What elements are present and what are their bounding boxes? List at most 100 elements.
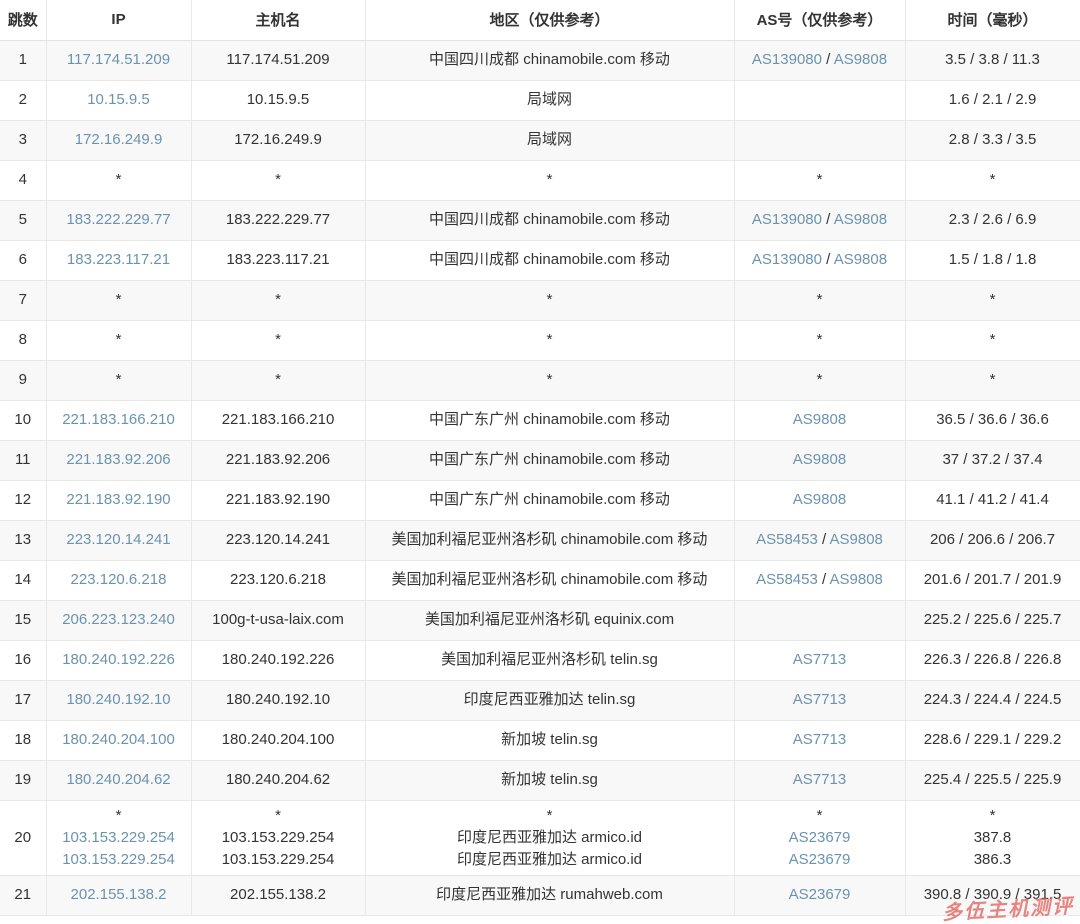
hop-cell: 13 bbox=[0, 520, 47, 561]
column-header-as: AS号（仅供参考） bbox=[734, 0, 906, 41]
as-link[interactable]: AS7713 bbox=[792, 651, 847, 668]
ip-cell: * bbox=[46, 360, 192, 401]
as-cell: * bbox=[734, 280, 906, 321]
ip-link[interactable]: 180.240.204.62 bbox=[66, 771, 171, 788]
ip-link[interactable]: 223.120.6.218 bbox=[70, 571, 167, 588]
hop-cell: 3 bbox=[0, 120, 47, 161]
time-cell: 225.4 / 225.5 / 225.9 bbox=[905, 760, 1080, 801]
hop-cell: 6 bbox=[0, 240, 47, 281]
ip-link[interactable]: 103.153.229.254 bbox=[62, 850, 175, 868]
hop-cell: 20 bbox=[0, 800, 47, 876]
time-cell: 3.5 / 3.8 / 11.3 bbox=[905, 40, 1080, 81]
table-row: 5 183.222.229.77 183.222.229.77 中国四川成都 chin… bbox=[0, 200, 1080, 241]
as-link[interactable]: AS9808 bbox=[792, 411, 847, 428]
ip-cell: 180.240.192.10 bbox=[46, 680, 192, 721]
host-cell: * bbox=[191, 160, 366, 201]
ip-link[interactable]: 206.223.123.240 bbox=[62, 611, 175, 628]
host-cell: 223.120.14.241 bbox=[191, 520, 366, 561]
ip-link[interactable]: 221.183.92.206 bbox=[66, 451, 171, 468]
region-cell: 印度尼西亚雅加达 telin.sg bbox=[365, 680, 735, 721]
table-row: 17 180.240.192.10 180.240.192.10 印度尼西亚雅加达 t… bbox=[0, 680, 1080, 721]
ip-link[interactable]: 10.15.9.5 bbox=[87, 91, 150, 108]
as-link[interactable]: AS9808 bbox=[833, 211, 888, 228]
time-cell: 201.6 / 201.7 / 201.9 bbox=[905, 560, 1080, 601]
as-link[interactable]: AS9808 bbox=[829, 531, 883, 548]
as-separator: / bbox=[822, 211, 834, 228]
as-link[interactable]: AS7713 bbox=[792, 731, 847, 748]
as-separator: / bbox=[817, 571, 830, 588]
ip-link[interactable]: 103.153.229.254 bbox=[62, 828, 175, 846]
time-cell: 206 / 206.6 / 206.7 bbox=[905, 520, 1080, 561]
hop-cell: 1 bbox=[0, 40, 47, 81]
as-cell: AS139080 / AS9808 bbox=[734, 40, 906, 81]
as-cell: AS7713 bbox=[734, 680, 906, 721]
as-link[interactable]: AS23679 bbox=[788, 850, 851, 868]
ip-cell: * bbox=[46, 320, 192, 361]
ip-link[interactable]: 221.183.92.190 bbox=[66, 491, 171, 508]
table-row: 6 183.223.117.21 183.223.117.21 中国四川成都 chin… bbox=[0, 240, 1080, 281]
time-cell: 37 / 37.2 / 37.4 bbox=[905, 440, 1080, 481]
ip-link[interactable]: 202.155.138.2 bbox=[70, 886, 167, 903]
ip-cell: 183.222.229.77 bbox=[46, 200, 192, 241]
host-cell: 100g-t-usa-laix.com bbox=[191, 600, 366, 641]
region-cell: 局域网 bbox=[365, 120, 735, 161]
as-link[interactable]: AS7713 bbox=[792, 771, 847, 788]
ip-link[interactable]: 180.240.192.226 bbox=[62, 651, 175, 668]
as-link[interactable]: AS139080 bbox=[751, 211, 822, 228]
ip-cell: 221.183.92.190 bbox=[46, 480, 192, 521]
as-separator: / bbox=[822, 251, 834, 268]
time-cell: 1.6 / 2.1 / 2.9 bbox=[905, 80, 1080, 121]
ip-cell: 180.240.204.62 bbox=[46, 760, 192, 801]
column-header-ip: IP bbox=[46, 0, 192, 41]
ip-link[interactable]: 223.120.14.241 bbox=[66, 531, 171, 548]
hop-cell: 2 bbox=[0, 80, 47, 121]
ip-link[interactable]: 183.223.117.21 bbox=[66, 251, 171, 268]
ip-link[interactable]: 180.240.204.100 bbox=[62, 731, 175, 748]
as-cell bbox=[734, 120, 906, 161]
region-cell: 中国广东广州 chinamobile.com 移动 bbox=[365, 440, 735, 481]
ip-cell: 221.183.166.210 bbox=[46, 400, 192, 441]
as-link[interactable]: AS9808 bbox=[833, 51, 888, 68]
ip-link[interactable]: 183.222.229.77 bbox=[66, 211, 171, 228]
as-cell: AS9808 bbox=[734, 440, 906, 481]
as-link[interactable]: AS9808 bbox=[792, 451, 847, 468]
ip-link[interactable]: 117.174.51.209 bbox=[66, 51, 171, 68]
region-cell: 新加坡 telin.sg bbox=[365, 760, 735, 801]
time-cell: * bbox=[905, 360, 1080, 401]
as-cell: * bbox=[734, 360, 906, 401]
as-link[interactable]: AS58453 bbox=[756, 531, 818, 548]
as-cell: AS139080 / AS9808 bbox=[734, 240, 906, 281]
region-cell: * bbox=[365, 280, 735, 321]
time-cell: 228.6 / 229.1 / 229.2 bbox=[905, 720, 1080, 761]
time-cell: 1.5 / 1.8 / 1.8 bbox=[905, 240, 1080, 281]
as-link[interactable]: AS58453 bbox=[756, 571, 818, 588]
ip-link[interactable]: 172.16.249.9 bbox=[74, 131, 163, 148]
host-cell: 221.183.92.206 bbox=[191, 440, 366, 481]
table-row: 16 180.240.192.226 180.240.192.226 美国加利福尼亚州… bbox=[0, 640, 1080, 681]
table-row: 15 206.223.123.240 100g-t-usa-laix.com 美国加利… bbox=[0, 600, 1080, 641]
as-cell: AS58453 / AS9808 bbox=[734, 520, 906, 561]
as-link[interactable]: AS139080 bbox=[751, 51, 822, 68]
region-cell: 中国广东广州 chinamobile.com 移动 bbox=[365, 400, 735, 441]
ip-link[interactable]: 221.183.166.210 bbox=[62, 411, 175, 428]
as-link[interactable]: AS9808 bbox=[792, 491, 847, 508]
host-cell: * 103.153.229.254 103.153.229.254 bbox=[191, 800, 366, 876]
as-separator: / bbox=[817, 531, 830, 548]
column-header-host: 主机名 bbox=[191, 0, 366, 41]
region-cell: * bbox=[365, 320, 735, 361]
as-link[interactable]: AS23679 bbox=[788, 828, 851, 846]
hop-cell: 21 bbox=[0, 875, 47, 916]
as-link[interactable]: AS7713 bbox=[792, 691, 847, 708]
ip-cell: 206.223.123.240 bbox=[46, 600, 192, 641]
region-cell: 美国加利福尼亚州洛杉矶 telin.sg bbox=[365, 640, 735, 681]
time-cell: 225.2 / 225.6 / 225.7 bbox=[905, 600, 1080, 641]
as-cell: AS9808 bbox=[734, 480, 906, 521]
as-link[interactable]: AS23679 bbox=[788, 886, 851, 903]
as-link[interactable]: AS9808 bbox=[829, 571, 883, 588]
as-link[interactable]: AS9808 bbox=[833, 251, 888, 268]
as-link[interactable]: AS139080 bbox=[751, 251, 822, 268]
ip-link[interactable]: 180.240.192.10 bbox=[66, 691, 171, 708]
table-row: 19 180.240.204.62 180.240.204.62 新加坡 telin.… bbox=[0, 760, 1080, 801]
time-cell: * bbox=[905, 320, 1080, 361]
as-cell: AS23679 bbox=[734, 875, 906, 916]
